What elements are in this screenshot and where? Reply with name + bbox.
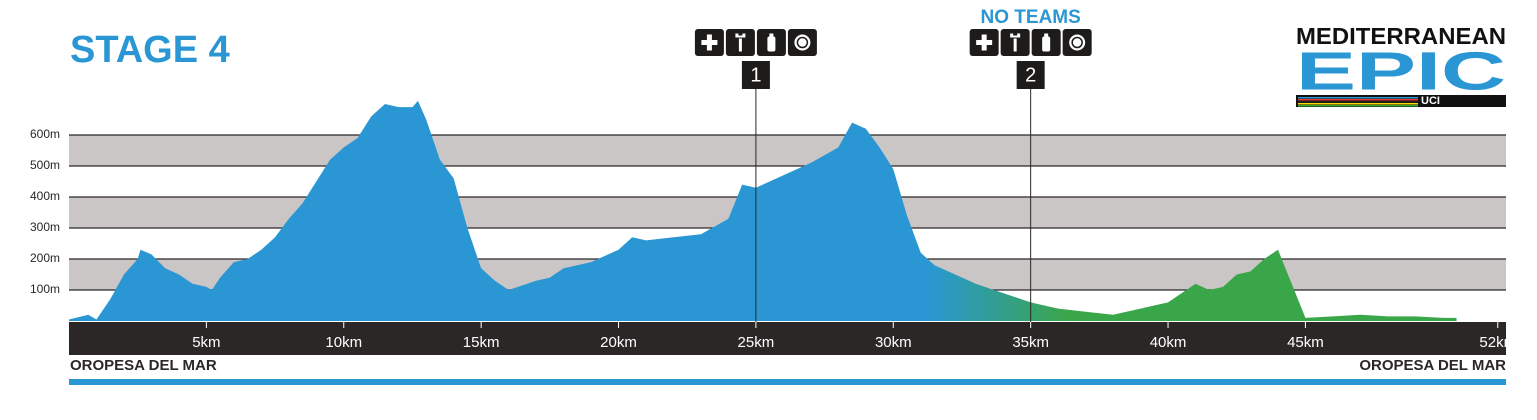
y-tick-label: 400m bbox=[30, 189, 60, 203]
x-tick-label: 25km bbox=[738, 334, 775, 351]
marker-box bbox=[741, 61, 770, 89]
elevation-area bbox=[69, 100, 1457, 322]
logo-stripe bbox=[1298, 105, 1418, 107]
x-tick-label: 30km bbox=[875, 334, 912, 351]
icon-plus bbox=[706, 34, 712, 51]
icon-bottle bbox=[767, 36, 776, 52]
icon-bottle bbox=[769, 33, 774, 37]
x-tick-label: 5km bbox=[192, 334, 220, 351]
bottom-line bbox=[69, 379, 1506, 385]
x-tick-label: 15km bbox=[463, 334, 500, 351]
grid-band bbox=[69, 135, 1506, 166]
y-tick-label: 600m bbox=[30, 127, 60, 141]
x-tick-label: 10km bbox=[325, 334, 362, 351]
finish-label: OROPESA DEL MAR bbox=[1359, 357, 1506, 374]
x-tick-label: 52km bbox=[1479, 334, 1516, 351]
logo-name: MEDITERRANEAN bbox=[1296, 23, 1506, 49]
marker-label: 1 bbox=[750, 64, 761, 86]
icon-bottle bbox=[1042, 36, 1051, 52]
x-axis-strip bbox=[69, 322, 1506, 355]
y-tick-label: 500m bbox=[30, 158, 60, 172]
icon-wrench bbox=[1013, 38, 1017, 52]
x-tick-label: 20km bbox=[600, 334, 637, 351]
start-label: OROPESA DEL MAR bbox=[70, 357, 217, 374]
icon-wheel bbox=[796, 36, 809, 49]
icon-bottle bbox=[1044, 33, 1049, 37]
logo-stripe bbox=[1298, 97, 1418, 99]
icon-wrench bbox=[738, 38, 742, 52]
logo-brand: EPIC bbox=[1296, 41, 1506, 101]
logo-stripe bbox=[1298, 101, 1418, 103]
icon-plus bbox=[981, 34, 987, 51]
icon-wheel bbox=[1071, 36, 1083, 49]
logo-stripe bbox=[1298, 103, 1418, 105]
logo-badge: UCI bbox=[1421, 95, 1440, 107]
marker-label: 2 bbox=[1025, 64, 1036, 86]
marker-box bbox=[1016, 61, 1045, 89]
y-tick-label: 200m bbox=[30, 251, 60, 265]
y-tick-label: 300m bbox=[30, 220, 60, 234]
icon-wrench bbox=[1010, 33, 1021, 38]
x-tick-label: 35km bbox=[1012, 334, 1049, 351]
marker-note: NO TEAMS bbox=[981, 7, 1081, 28]
logo: MEDITERRANEAN EPIC UCI bbox=[1296, 23, 1506, 107]
y-tick-label: 100m bbox=[30, 282, 60, 296]
x-tick-label: 40km bbox=[1150, 334, 1187, 351]
icon-wrench bbox=[735, 33, 746, 38]
x-tick-label: 45km bbox=[1287, 334, 1324, 351]
chart-title: STAGE 4 bbox=[70, 29, 230, 71]
logo-stripe bbox=[1298, 99, 1418, 101]
